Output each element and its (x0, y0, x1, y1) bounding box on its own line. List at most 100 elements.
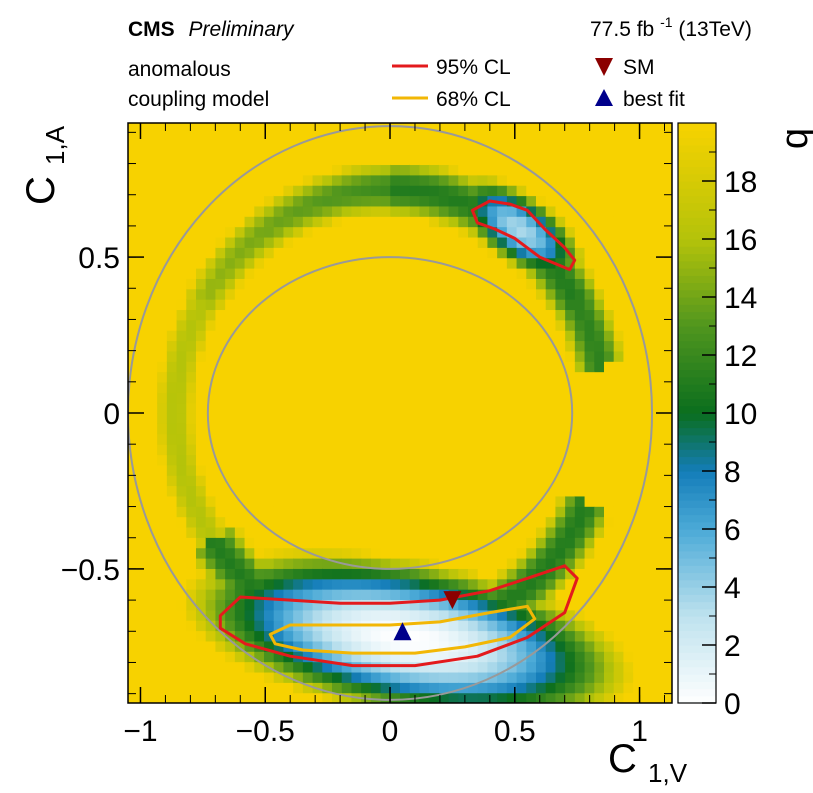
heatmap-cell (448, 257, 459, 269)
heatmap-cell (662, 288, 672, 300)
heatmap-cell (516, 268, 527, 279)
heatmap-cell (234, 257, 246, 269)
heatmap-cell (400, 485, 411, 497)
heatmap-cell (574, 589, 586, 601)
heatmap-cell (458, 630, 469, 642)
heatmap-cell (322, 464, 333, 476)
heatmap-cell (147, 454, 158, 466)
heatmap-cell (477, 454, 489, 466)
heatmap-cell (186, 485, 197, 497)
heatmap-cell (157, 123, 168, 134)
heatmap-cell (565, 495, 576, 507)
heatmap-cell (186, 464, 197, 476)
heatmap-cell (574, 568, 586, 580)
heatmap-cell (157, 454, 168, 466)
heatmap-cell (419, 640, 430, 652)
heatmap-cell (497, 495, 508, 507)
heatmap-cell (264, 454, 275, 466)
heatmap-cell (293, 475, 304, 487)
heatmap-cell (662, 454, 672, 466)
heatmap-cell (302, 589, 314, 601)
heatmap-cell (302, 402, 314, 414)
heatmap-cell (594, 464, 605, 476)
heatmap-cell (487, 154, 498, 166)
heatmap-cell (273, 319, 285, 331)
heatmap-cell (215, 630, 226, 642)
heatmap-cell (128, 164, 139, 176)
heatmap-cell (429, 495, 440, 507)
heatmap-cell (477, 226, 489, 238)
heatmap-cell (565, 278, 576, 290)
heatmap-cell (332, 547, 343, 559)
heatmap-cell (642, 558, 654, 569)
heatmap-cell (506, 133, 518, 145)
heatmap-cell (273, 671, 285, 683)
heatmap-cell (176, 651, 187, 663)
heatmap-cell (623, 413, 634, 424)
heatmap-cell (536, 247, 547, 259)
heatmap-cell (166, 143, 178, 155)
heatmap-cell (332, 350, 343, 362)
heatmap-cell (613, 485, 625, 497)
heatmap-cell (536, 350, 547, 362)
heatmap-cell (380, 174, 391, 186)
heatmap-cell (613, 526, 625, 538)
heatmap-cell (312, 537, 323, 549)
heatmap-cell (273, 516, 285, 528)
heatmap-cell (526, 599, 537, 611)
heatmap-cell (166, 671, 178, 683)
heatmap-cell (574, 381, 586, 393)
heatmap-cell (137, 268, 149, 279)
heatmap-cell (234, 433, 246, 445)
heatmap-cell (419, 620, 430, 632)
heatmap-cell (642, 475, 654, 487)
heatmap-cell (312, 236, 323, 248)
heatmap-cell (526, 340, 537, 352)
heatmap-cell (429, 361, 440, 373)
color-scale-segment (678, 536, 716, 545)
heatmap-cell (244, 216, 255, 228)
heatmap-cell (254, 154, 265, 166)
heatmap-cell (322, 651, 333, 663)
heatmap-cell (147, 309, 158, 321)
heatmap-cell (516, 558, 527, 569)
y-tick-label: 0.5 (78, 242, 120, 275)
heatmap-cell (332, 578, 343, 590)
heatmap-cell (254, 143, 265, 155)
heatmap-cell (545, 381, 557, 393)
heatmap-cell (642, 661, 654, 673)
heatmap-cell (322, 350, 333, 362)
heatmap-cell (147, 236, 158, 248)
heatmap-cell (273, 257, 285, 269)
heatmap-cell (361, 143, 372, 155)
heatmap-cell (642, 268, 654, 279)
heatmap-cell (244, 599, 255, 611)
heatmap-cell (468, 661, 479, 673)
color-scale-segment (678, 268, 716, 276)
heatmap-cell (254, 682, 265, 694)
heatmap-cell (370, 433, 382, 445)
heatmap-cell (662, 123, 672, 134)
heatmap-cell (487, 547, 498, 559)
heatmap-cell (166, 299, 178, 311)
heatmap-cell (662, 299, 672, 311)
heatmap-cell (613, 454, 625, 466)
heatmap-cell (526, 268, 537, 279)
heatmap-cell (254, 195, 265, 207)
heatmap-cell (536, 692, 547, 703)
heatmap-cell (176, 568, 187, 580)
heatmap-cell (128, 143, 139, 155)
heatmap-cell (565, 620, 576, 632)
heatmap-cell (468, 516, 479, 528)
heatmap-cell (196, 371, 207, 383)
heatmap-cell (166, 413, 178, 424)
heatmap-cell (613, 433, 625, 445)
heatmap-cell (273, 423, 285, 435)
heatmap-cell (438, 589, 450, 601)
heatmap-cell (196, 464, 207, 476)
heatmap-cell (390, 257, 401, 269)
heatmap-cell (176, 319, 187, 331)
heatmap-cell (536, 630, 547, 642)
heatmap-cell (409, 268, 421, 279)
heatmap-cell (448, 278, 459, 290)
